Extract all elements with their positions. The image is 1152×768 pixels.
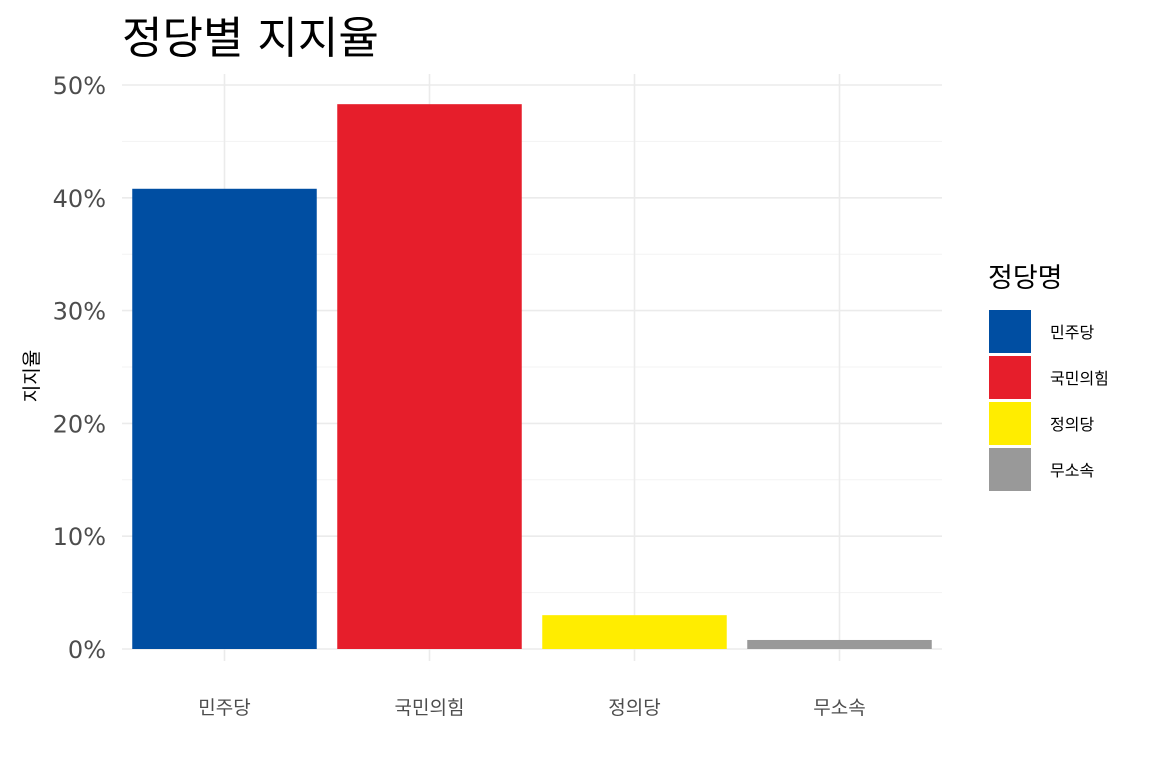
x-axis-ticks: 민주당 국민의힘 정의당 무소속 — [198, 697, 865, 719]
legend-label: 민주당 — [1050, 323, 1094, 342]
x-tick-label: 정의당 — [608, 697, 660, 719]
legend-key — [989, 402, 1031, 445]
x-tick-label: 무소속 — [813, 697, 865, 719]
legend-key — [989, 310, 1031, 353]
y-tick-label: 0% — [68, 636, 106, 664]
legend-key — [989, 448, 1031, 491]
chart-title: 정당별 지지율 — [122, 13, 379, 64]
y-axis-ticks: 0% 10% 20% 30% 40% 50% — [53, 72, 106, 664]
legend-label: 무소속 — [1050, 461, 1094, 480]
bar-2 — [337, 104, 522, 649]
y-tick-label: 40% — [53, 185, 106, 213]
bars — [132, 104, 932, 649]
x-tick-label: 국민의힘 — [395, 697, 465, 719]
y-tick-label: 10% — [53, 523, 106, 551]
y-tick-label: 20% — [53, 410, 106, 438]
y-tick-label: 30% — [53, 298, 106, 326]
legend-title: 정당명 — [988, 263, 1063, 294]
legend-key — [989, 356, 1031, 399]
x-tick-label: 민주당 — [198, 697, 250, 719]
y-tick-label: 50% — [53, 72, 106, 100]
bar-4 — [747, 639, 932, 649]
y-axis-label: 지지율 — [21, 350, 43, 402]
bar-3 — [542, 615, 727, 649]
legend-label: 국민의힘 — [1050, 369, 1109, 388]
legend-label: 정의당 — [1050, 415, 1094, 434]
bar-1 — [132, 188, 317, 649]
